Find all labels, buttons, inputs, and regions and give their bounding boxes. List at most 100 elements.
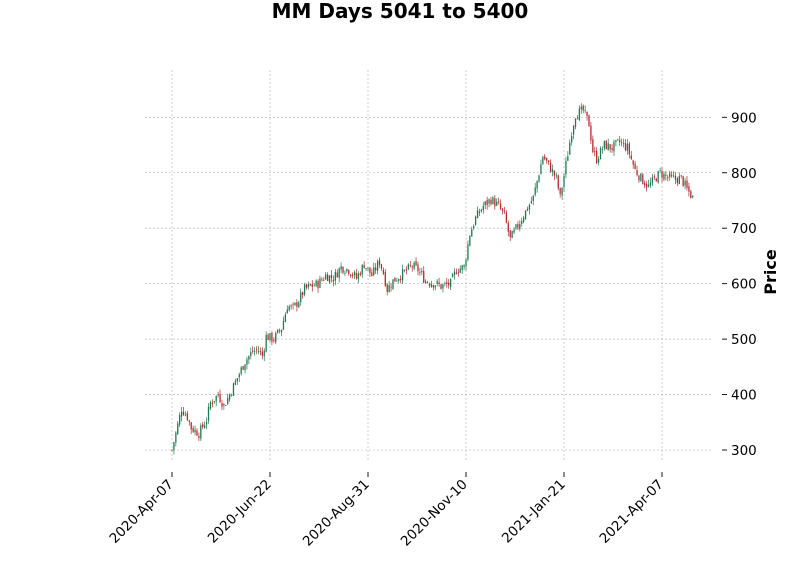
candle-up: [640, 173, 642, 182]
candle-down: [380, 263, 383, 271]
candle-up: [407, 263, 410, 271]
candle-up: [555, 172, 557, 179]
y-axis: 300 400 500 600 700 800 900: [722, 110, 757, 459]
candle-up: [257, 345, 260, 355]
candle-down: [390, 282, 392, 292]
candle-up: [538, 174, 540, 184]
candle-up: [659, 167, 661, 174]
candle-up: [392, 279, 394, 290]
candle-up: [367, 267, 369, 272]
candle-up: [179, 412, 181, 428]
candle-down: [305, 283, 308, 290]
candle-up: [444, 281, 446, 287]
candle-down: [261, 347, 263, 360]
candle-down: [642, 173, 644, 185]
candle-down: [369, 267, 371, 278]
candle-up: [290, 304, 292, 310]
candle-up: [663, 171, 665, 182]
candle-up: [419, 267, 421, 276]
candle-up: [388, 280, 390, 293]
candle-up: [365, 268, 367, 272]
candle-up: [319, 275, 321, 289]
candle-up: [434, 284, 436, 291]
candle-up: [597, 156, 600, 166]
candle-up: [459, 265, 461, 274]
candle-down: [594, 146, 596, 157]
candle-up: [684, 177, 686, 190]
candle-up: [265, 331, 267, 353]
candle-up: [263, 348, 265, 362]
candle-down: [478, 208, 481, 217]
candle-up: [315, 279, 317, 288]
candle-layer: [171, 103, 694, 455]
candle-up: [269, 332, 271, 342]
candle-up: [209, 400, 212, 411]
y-tick-label: 900: [731, 110, 757, 126]
candle-up: [480, 208, 483, 213]
candle-up: [565, 156, 567, 179]
candle-up: [373, 262, 375, 277]
candle-down: [592, 135, 594, 154]
candle-down: [411, 264, 413, 272]
candle-down: [192, 425, 194, 433]
candle-down: [674, 172, 677, 185]
candle-up: [244, 364, 246, 374]
candle-up: [567, 151, 569, 161]
candle-up: [649, 177, 652, 188]
candle-down: [342, 266, 344, 275]
candle-down: [321, 277, 323, 282]
candle-up: [228, 393, 231, 402]
candle-down: [670, 171, 673, 178]
candle-up: [184, 411, 187, 417]
candle-down: [394, 277, 396, 282]
candle-down: [632, 159, 634, 169]
candle-up: [403, 269, 406, 273]
candle-down: [221, 399, 223, 411]
candle-down: [198, 432, 200, 442]
candle-up: [361, 263, 363, 279]
candle-down: [428, 282, 431, 288]
candle-up: [469, 235, 471, 247]
candle-up: [484, 200, 486, 209]
candle-up: [180, 406, 183, 422]
candle-up: [578, 105, 581, 121]
candle-down: [546, 157, 548, 164]
candle-down: [405, 266, 408, 275]
candle-down: [503, 206, 506, 214]
y-tick-label: 600: [731, 277, 757, 293]
candle-up: [413, 261, 415, 271]
candle-up: [234, 378, 237, 386]
candle-down: [171, 449, 173, 452]
candle-up: [528, 203, 531, 215]
candle-down: [271, 331, 273, 346]
candle-down: [336, 269, 338, 278]
candle-down: [586, 111, 588, 121]
candle-up: [613, 139, 615, 156]
candle-up: [344, 270, 346, 277]
candle-down: [382, 267, 385, 275]
candle-down: [190, 421, 192, 434]
candle-up: [294, 302, 296, 307]
candle-up: [626, 139, 629, 155]
candle-down: [426, 280, 429, 284]
candle-up: [615, 140, 617, 147]
candle-down: [355, 269, 358, 280]
candle-up: [307, 281, 310, 290]
candle-down: [590, 121, 592, 145]
candle-down: [517, 221, 519, 230]
candle-up: [376, 259, 379, 275]
candle-up: [453, 268, 456, 280]
candle-up: [496, 198, 498, 207]
candle-down: [690, 189, 692, 199]
candle-up: [530, 196, 532, 204]
candle-down: [498, 197, 500, 205]
x-tick-label: 2020-Apr-07: [106, 477, 176, 547]
candle-down: [309, 284, 312, 287]
candle-up: [534, 183, 536, 197]
candle-down: [400, 275, 402, 284]
candle-up: [280, 329, 283, 337]
candle-down: [596, 147, 598, 165]
candle-up: [492, 195, 494, 205]
candle-down: [505, 210, 508, 224]
candle-up: [246, 356, 248, 370]
